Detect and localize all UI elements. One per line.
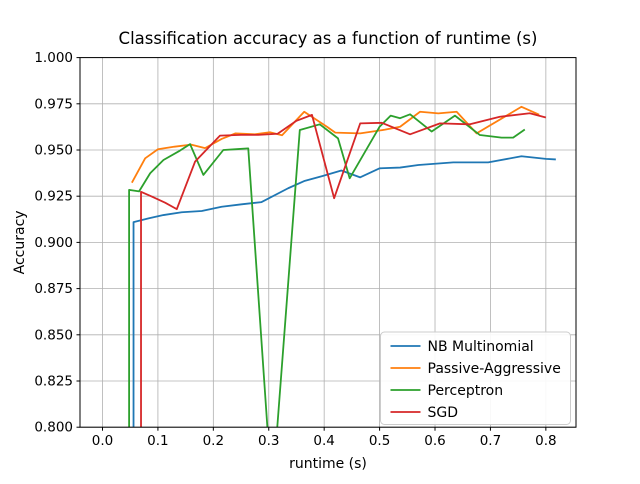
series-line-passive-aggressive [131, 105, 540, 184]
y-tick-label: 0.850 [34, 327, 73, 343]
series-line-perceptron [128, 113, 526, 428]
x-tick-label: 0.3 [258, 433, 279, 449]
legend-entry-label: NB Multinomial [428, 339, 534, 355]
x-tick-label: 0.8 [535, 433, 556, 449]
x-tick-label: 0.7 [480, 433, 501, 449]
legend: NB Multinomial Passive-Aggressive Perceptr… [380, 331, 571, 425]
y-tick-label: 0.800 [34, 420, 73, 436]
y-tick-label: 0.875 [34, 281, 73, 297]
y-tick-label: 1.000 [34, 50, 73, 66]
x-tick-label: 0.2 [203, 433, 224, 449]
x-tick-label: 0.0 [92, 433, 113, 449]
chart-title: Classification accuracy as a function of… [119, 29, 538, 48]
x-tick-label: 0.1 [147, 433, 168, 449]
y-tick-label: 0.900 [34, 235, 73, 251]
x-axis-label: runtime (s) [289, 456, 367, 472]
legend-entry-label: Passive-Aggressive [428, 361, 561, 377]
axis-ticks: 0.0 0.1 0.2 0.3 0.4 0.5 0.6 0.7 0.8 0.800 0.825 0.8… [34, 50, 556, 449]
y-tick-label: 0.925 [34, 189, 73, 205]
y-tick-label: 0.950 [34, 143, 73, 159]
x-tick-label: 0.5 [369, 433, 390, 449]
y-axis-label: Accuracy [12, 210, 28, 274]
series-line-sgd [140, 112, 547, 428]
x-tick-label: 0.6 [424, 433, 445, 449]
series-lines [128, 105, 556, 428]
x-tick-label: 0.4 [313, 433, 334, 449]
series-line-nb-multinomial [132, 155, 556, 428]
legend-box [380, 331, 571, 425]
y-tick-label: 0.825 [34, 374, 73, 390]
legend-entry-label: Perceptron [428, 383, 504, 399]
legend-entry-label: SGD [428, 405, 459, 421]
y-tick-label: 0.975 [34, 96, 73, 112]
